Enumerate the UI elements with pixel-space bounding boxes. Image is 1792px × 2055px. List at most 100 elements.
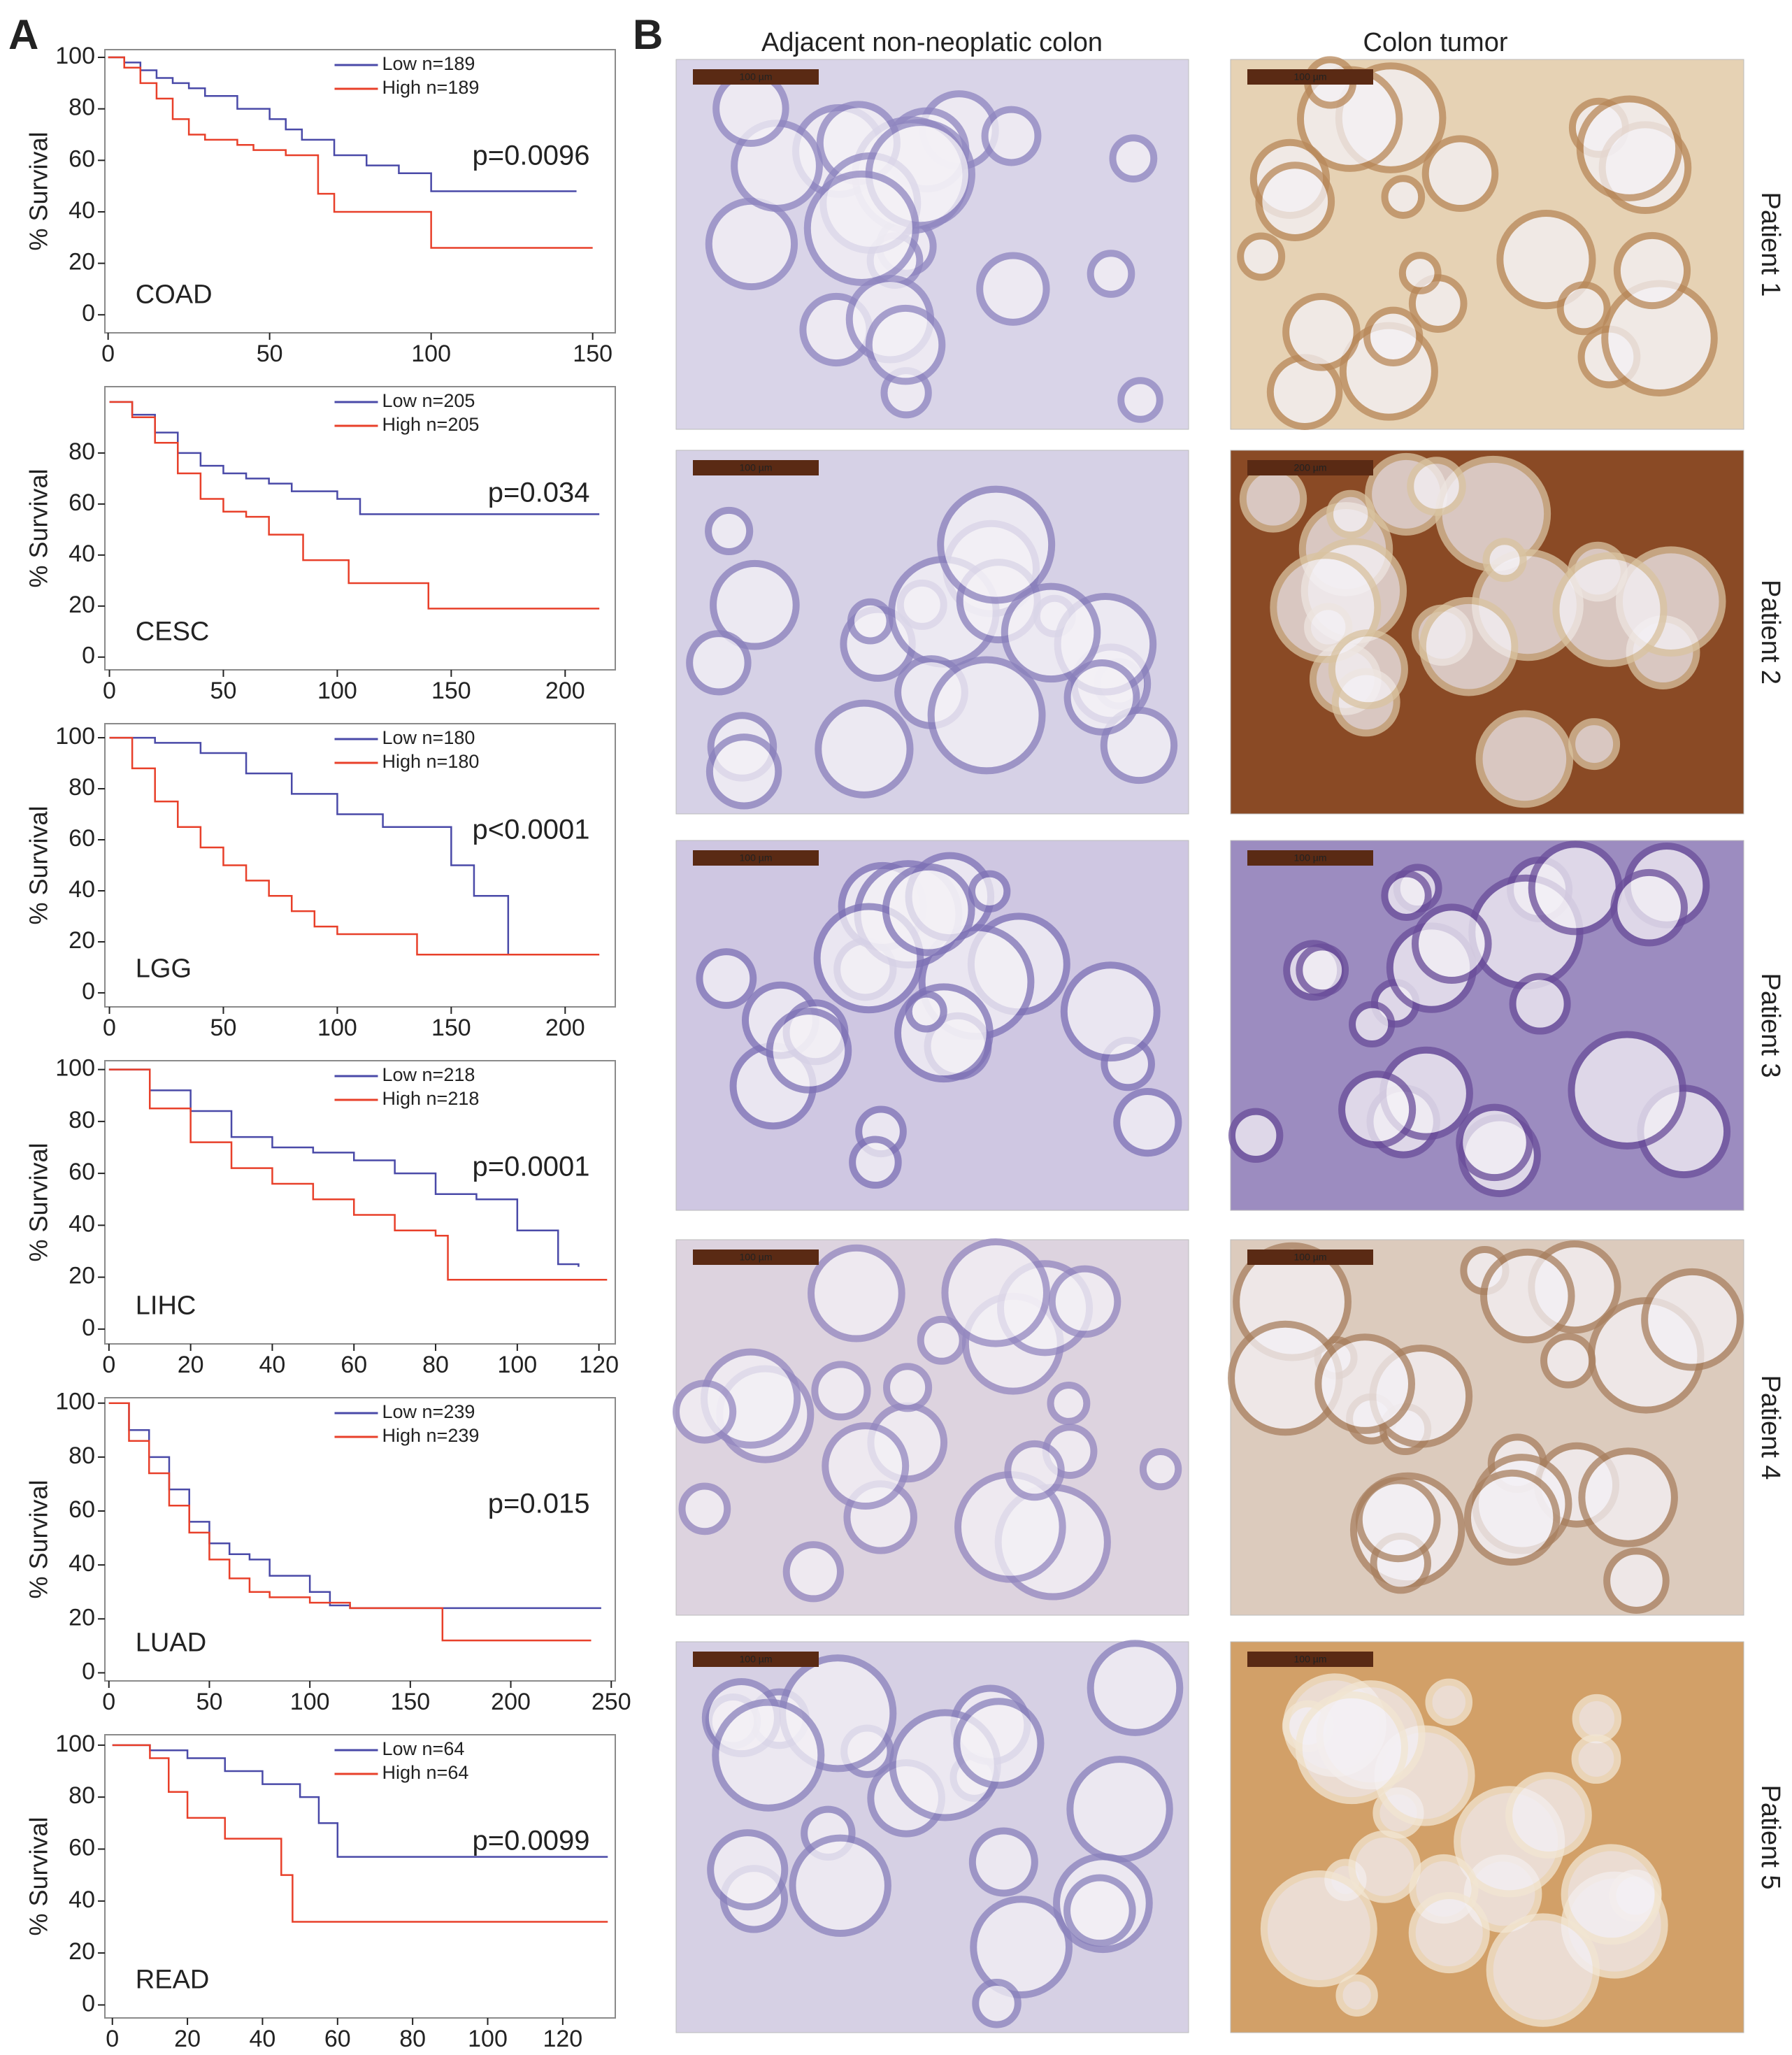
- cancer-label: COAD: [136, 280, 213, 309]
- x-tick-label: 0: [103, 678, 116, 704]
- tissue-texture: [712, 1698, 825, 1812]
- tissue-texture: [1296, 943, 1349, 997]
- scale-bar-label: 100 µm: [1294, 1252, 1327, 1263]
- x-tick-label: 0: [106, 2026, 119, 2052]
- tissue-texture: [1260, 1870, 1377, 1988]
- x-tick-label: 20: [178, 1352, 204, 1378]
- survival-curve: [108, 56, 577, 192]
- tissue-texture: [1540, 1333, 1596, 1389]
- legend-label: Low n=189: [382, 53, 475, 74]
- tissue-texture: [1419, 596, 1519, 696]
- y-tick-label: 20: [69, 1263, 95, 1289]
- tissue-texture: [1381, 870, 1432, 921]
- patient-label: Patient 4: [1756, 1375, 1785, 1480]
- patient-label: Patient 2: [1756, 580, 1785, 685]
- y-tick-label: 60: [69, 1834, 95, 1861]
- tissue-texture: [678, 1482, 731, 1535]
- p-value: p=0.015: [488, 1488, 590, 1519]
- scale-bar: [1247, 1652, 1373, 1667]
- scale-bar: [693, 1250, 819, 1265]
- tissue-texture: [1047, 1382, 1091, 1425]
- y-tick-label: 0: [82, 1658, 95, 1684]
- tissue-texture: [849, 1136, 902, 1189]
- y-tick-label: 0: [82, 300, 95, 327]
- scale-bar: [1247, 1250, 1373, 1265]
- x-tick-label: 60: [341, 1352, 367, 1378]
- y-tick-label: 40: [69, 876, 95, 903]
- x-tick-label: 150: [431, 1015, 471, 1041]
- scale-bar-label: 100 µm: [1294, 71, 1327, 83]
- y-axis-label: % Survival: [24, 131, 53, 250]
- y-tick-label: 60: [69, 489, 95, 516]
- x-tick-label: 120: [579, 1352, 619, 1378]
- scale-bar: [1247, 69, 1373, 85]
- scale-bar-label: 100 µm: [740, 852, 773, 864]
- x-tick-label: 0: [101, 341, 115, 367]
- column-header: Colon tumor: [1363, 28, 1508, 57]
- p-value: p=0.0096: [473, 140, 590, 171]
- x-tick-label: 50: [210, 1015, 237, 1041]
- x-tick-label: 100: [290, 1689, 330, 1715]
- tissue-texture: [953, 1698, 1045, 1789]
- x-tick-label: 60: [324, 2026, 351, 2052]
- tissue-texture: [1456, 1103, 1533, 1182]
- tissue-texture: [1335, 1974, 1378, 2017]
- y-tick-label: 80: [69, 94, 95, 121]
- y-tick-label: 60: [69, 1159, 95, 1185]
- tissue-texture: [1004, 1440, 1065, 1501]
- x-tick-label: 80: [422, 1352, 449, 1378]
- tissue-texture: [970, 1896, 1073, 1998]
- column-header: Adjacent non-neoplatic colon: [761, 28, 1103, 57]
- tissue-texture: [1463, 1469, 1561, 1566]
- y-tick-label: 40: [69, 1886, 95, 1913]
- tissue-texture: [1578, 1447, 1678, 1547]
- y-tick-label: 80: [69, 1107, 95, 1133]
- x-tick-label: 0: [103, 1015, 116, 1041]
- survival-curve: [108, 1068, 608, 1281]
- y-tick-label: 20: [69, 1938, 95, 1965]
- y-tick-label: 60: [69, 1496, 95, 1523]
- survival-curve: [109, 736, 600, 956]
- tissue-texture: [1255, 162, 1335, 241]
- survival-curve: [108, 1402, 592, 1642]
- patient-label: Patient 3: [1756, 973, 1785, 1078]
- y-tick-label: 0: [82, 1315, 95, 1341]
- scale-bar-label: 100 µm: [1294, 852, 1327, 864]
- tissue-texture: [782, 1541, 844, 1603]
- tissue-texture: [705, 733, 782, 810]
- tissue-texture: [1109, 134, 1158, 182]
- plot-frame: [104, 386, 616, 671]
- y-tick-label: 40: [69, 1210, 95, 1237]
- y-tick-label: 80: [69, 438, 95, 465]
- cancer-label: READ: [136, 1965, 210, 1994]
- legend-label: High n=205: [382, 414, 480, 435]
- tissue-texture: [927, 656, 1046, 775]
- legend-label: Low n=180: [382, 727, 475, 748]
- scale-bar-label: 100 µm: [740, 1654, 773, 1665]
- x-tick-label: 20: [174, 2026, 201, 2052]
- x-tick-label: 120: [543, 2026, 582, 2052]
- tissue-texture: [1552, 552, 1668, 667]
- legend-label: High n=189: [382, 77, 480, 98]
- scale-bar-label: 100 µm: [1294, 1654, 1327, 1665]
- tissue-texture: [1475, 710, 1574, 808]
- scale-bar-label: 100 µm: [740, 71, 773, 83]
- tissue-texture: [710, 559, 800, 650]
- tissue-texture: [1576, 95, 1683, 201]
- tissue-texture: [811, 1361, 871, 1421]
- y-axis-label: % Survival: [24, 1143, 53, 1261]
- y-tick-label: 0: [82, 1990, 95, 2017]
- y-tick-label: 80: [69, 774, 95, 801]
- plot-frame: [104, 1397, 616, 1682]
- cancer-label: LGG: [136, 954, 192, 983]
- tissue-texture: [1228, 1108, 1284, 1163]
- patient-label: Patient 5: [1756, 1785, 1785, 1890]
- tissue-texture: [696, 948, 757, 1009]
- tissue-texture: [1482, 538, 1527, 582]
- y-tick-label: 80: [69, 1442, 95, 1469]
- y-axis-label: % Survival: [24, 468, 53, 587]
- y-tick-label: 20: [69, 592, 95, 618]
- tissue-texture: [1314, 1333, 1415, 1434]
- tissue-texture: [1421, 135, 1499, 212]
- tissue-texture: [1572, 1694, 1622, 1744]
